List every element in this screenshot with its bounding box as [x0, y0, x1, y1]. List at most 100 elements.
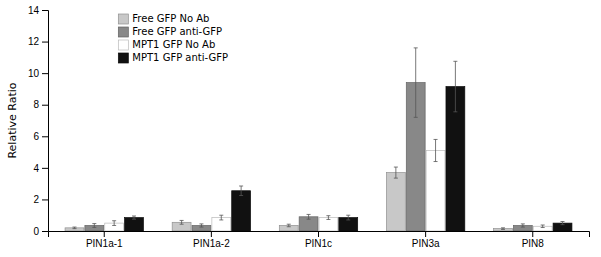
- bar: [65, 228, 84, 231]
- tick: PIN1a-1: [86, 231, 123, 249]
- tick-mark: [42, 168, 48, 169]
- error-cap: [287, 224, 291, 225]
- error-cap: [239, 195, 243, 196]
- tick-mark: [42, 199, 48, 200]
- error-cap: [501, 229, 505, 230]
- tick-mark: [42, 73, 48, 74]
- series: [105, 139, 552, 231]
- tick-mark: [425, 231, 426, 237]
- tick: 12: [28, 36, 48, 47]
- error-cap: [239, 186, 243, 187]
- tick: 0: [33, 226, 48, 237]
- error-bar: [394, 167, 398, 178]
- error-cap: [414, 47, 418, 48]
- legend-swatch: [118, 53, 128, 63]
- bars: [65, 48, 572, 231]
- tick-label: PIN1a-1: [86, 238, 123, 249]
- bar: [299, 217, 318, 231]
- error-bar: [132, 216, 136, 219]
- error-bar: [92, 224, 96, 228]
- tick-label: 14: [28, 5, 40, 16]
- tick: 6: [33, 131, 48, 142]
- error-bar: [307, 214, 311, 219]
- error-line: [328, 216, 329, 220]
- series: [125, 61, 572, 231]
- error-cap: [219, 215, 223, 216]
- axis-line: [42, 11, 49, 232]
- tick-mark: [42, 105, 48, 106]
- error-line: [395, 167, 396, 178]
- error-bar: [541, 225, 545, 228]
- tick: PIN1a-2: [193, 231, 230, 249]
- error-line: [134, 216, 135, 219]
- error-cap: [132, 219, 136, 220]
- axis-line: [49, 232, 590, 238]
- tick-label: 8: [33, 99, 39, 110]
- error-cap: [287, 226, 291, 227]
- error-cap: [307, 214, 311, 215]
- chart: PIN1a-1PIN1a-2PIN1cPIN3aPIN802468101214F…: [0, 0, 601, 257]
- error-cap: [501, 227, 505, 228]
- error-cap: [394, 178, 398, 179]
- tick-mark: [42, 10, 48, 11]
- error-cap: [180, 224, 184, 225]
- error-cap: [561, 224, 565, 225]
- error-bar: [287, 224, 291, 227]
- bar: [426, 150, 445, 231]
- bar: [494, 229, 513, 231]
- error-cap: [199, 227, 203, 228]
- error-bar: [239, 186, 243, 195]
- tick: 14: [28, 5, 48, 16]
- error-cap: [112, 225, 116, 226]
- error-cap: [307, 219, 311, 220]
- bar: [386, 173, 405, 231]
- plot: PIN1a-1PIN1a-2PIN1cPIN3aPIN802468101214F…: [28, 5, 590, 249]
- y-axis-title: Relative Ratio: [6, 82, 19, 158]
- error-line: [308, 214, 309, 219]
- error-line: [181, 220, 182, 224]
- error-line: [94, 224, 95, 228]
- tick: 8: [33, 99, 48, 110]
- legend-label: Free GFP anti-GFP: [132, 26, 222, 37]
- error-bar: [434, 139, 438, 161]
- tick-label: 0: [33, 226, 39, 237]
- error-cap: [346, 215, 350, 216]
- error-line: [114, 221, 115, 226]
- error-cap: [541, 225, 545, 226]
- error-bar: [346, 215, 350, 220]
- bar: [339, 218, 358, 231]
- tick-mark: [42, 136, 48, 137]
- legend-swatch: [118, 14, 128, 24]
- tick-label: 12: [28, 36, 40, 47]
- error-line: [241, 186, 242, 195]
- tick-label: 2: [33, 194, 39, 205]
- legend-swatch: [118, 40, 128, 50]
- error-cap: [453, 61, 457, 62]
- legend-swatch: [118, 27, 128, 37]
- error-cap: [72, 227, 76, 228]
- error-cap: [434, 161, 438, 162]
- legend-label: MPT1 GFP No Ab: [132, 39, 215, 50]
- error-cap: [561, 221, 565, 222]
- legend-label: Free GFP No Ab: [132, 13, 209, 24]
- tick-label: 10: [28, 68, 40, 79]
- error-bar: [219, 215, 223, 220]
- error-bar: [501, 228, 505, 230]
- tick: 2: [33, 194, 48, 205]
- tick-label: PIN3a: [412, 238, 440, 249]
- legend: Free GFP No Ab Free GFP anti-GFP MPT1 GFP …: [118, 13, 228, 63]
- error-cap: [453, 111, 457, 112]
- error-cap: [219, 219, 223, 220]
- bar: [319, 218, 338, 231]
- tick: 4: [33, 163, 48, 174]
- bar: [232, 191, 251, 231]
- error-bar: [72, 227, 76, 229]
- error-cap: [521, 223, 525, 224]
- series: [85, 48, 532, 231]
- legend-label: MPT1 GFP anti-GFP: [132, 52, 228, 63]
- tick-label: PIN1c: [305, 238, 332, 249]
- tick-label: 6: [33, 131, 39, 142]
- error-line: [455, 61, 456, 112]
- bar: [125, 218, 144, 231]
- error-cap: [112, 220, 116, 221]
